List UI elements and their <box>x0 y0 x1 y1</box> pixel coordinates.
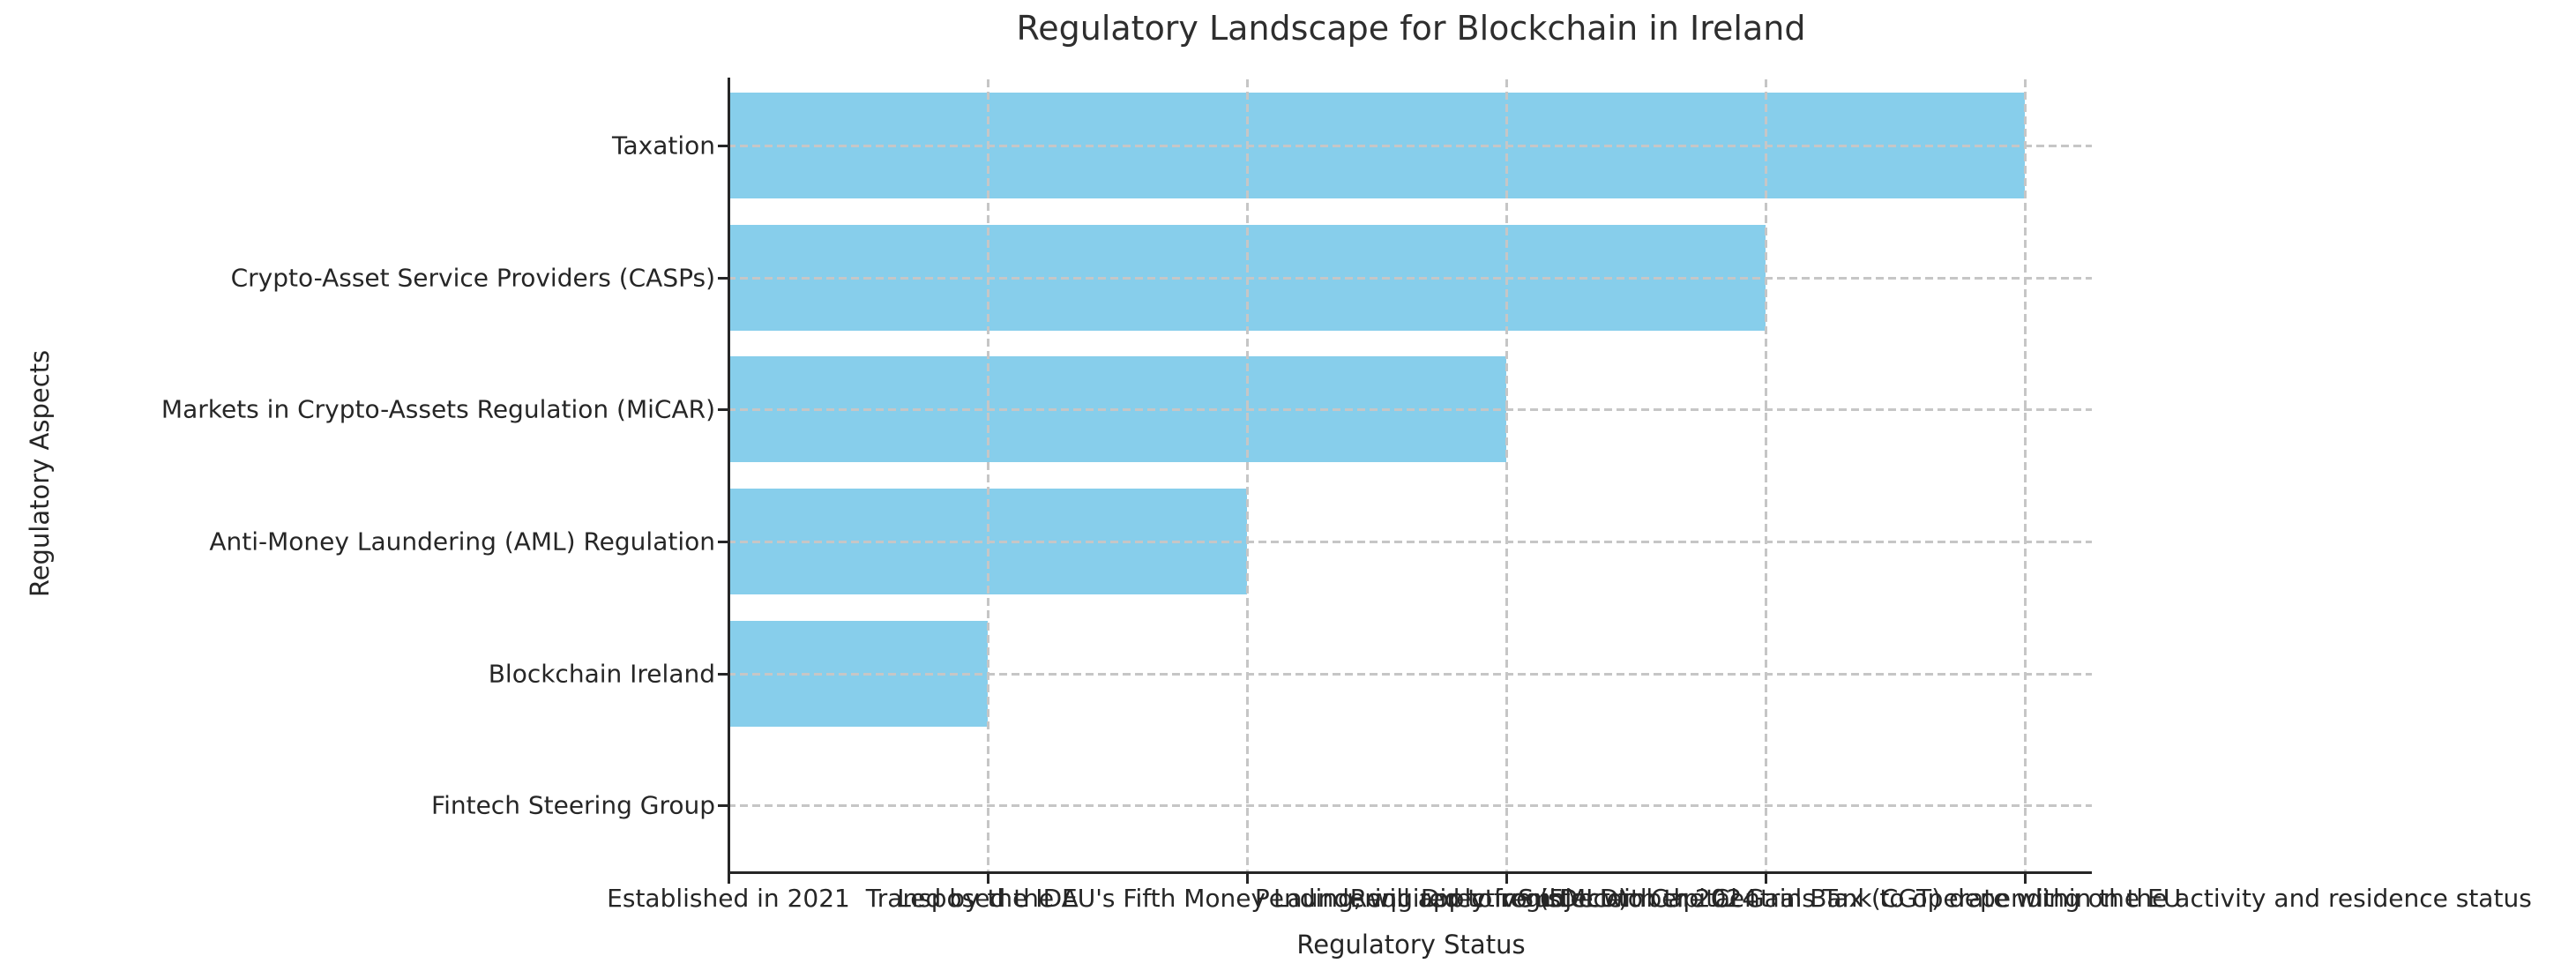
y-tick-label-3: Anti-Money Laundering (AML) Regulation <box>209 527 715 556</box>
y-tick-5 <box>718 804 728 807</box>
x-tick-5 <box>2024 874 2027 884</box>
y-tick-label-0: Taxation <box>612 131 715 161</box>
x-tick-label-3: Pending, will apply from December 2024 <box>1254 884 1758 913</box>
x-axis-label: Regulatory Status <box>1296 930 1526 960</box>
x-tick-label-0: Established in 2021 <box>607 884 850 913</box>
gridline-x-3 <box>1505 79 1508 871</box>
y-tick-label-2: Markets in Crypto-Assets Regulation (MiC… <box>161 394 715 424</box>
x-tick-label-1: Led by the IDA <box>897 884 1079 913</box>
x-tick-label-5: Subject to Capital Gains Tax (CGT) depen… <box>1518 884 2532 913</box>
gridline-x-5 <box>2024 79 2027 871</box>
gridline-row-0 <box>728 145 2092 147</box>
x-tick-1 <box>987 874 989 884</box>
chart-title: Regulatory Landscape for Blockchain in I… <box>1016 9 1806 48</box>
gridline-row-2 <box>728 408 2092 411</box>
x-tick-label-4: Required to register with the Central Ba… <box>1349 884 2182 913</box>
y-tick-0 <box>718 145 728 147</box>
gridline-row-3 <box>728 541 2092 543</box>
y-tick-3 <box>718 541 728 543</box>
y-tick-1 <box>718 277 728 280</box>
x-axis-spine <box>728 871 2092 874</box>
gridline-row-1 <box>728 277 2092 280</box>
y-tick-2 <box>718 408 728 411</box>
gridline-x-1 <box>987 79 989 871</box>
x-tick-4 <box>1765 874 1767 884</box>
y-axis-spine <box>728 78 730 874</box>
y-tick-label-1: Crypto-Asset Service Providers (CASPs) <box>230 263 715 293</box>
x-tick-0 <box>728 874 730 884</box>
x-tick-2 <box>1246 874 1249 884</box>
gridline-x-4 <box>1765 79 1767 871</box>
y-tick-4 <box>718 673 728 676</box>
x-tick-label-2: Transposed the EU's Fifth Money Launderi… <box>865 884 1629 913</box>
y-tick-label-4: Blockchain Ireland <box>488 659 715 689</box>
gridline-row-4 <box>728 673 2092 676</box>
x-tick-3 <box>1505 874 1508 884</box>
gridline-row-5 <box>728 804 2092 807</box>
y-tick-label-5: Fintech Steering Group <box>431 790 715 820</box>
y-axis-label: Regulatory Aspects <box>25 349 55 598</box>
plot-area <box>728 79 2092 871</box>
gridline-x-2 <box>1246 79 1249 871</box>
